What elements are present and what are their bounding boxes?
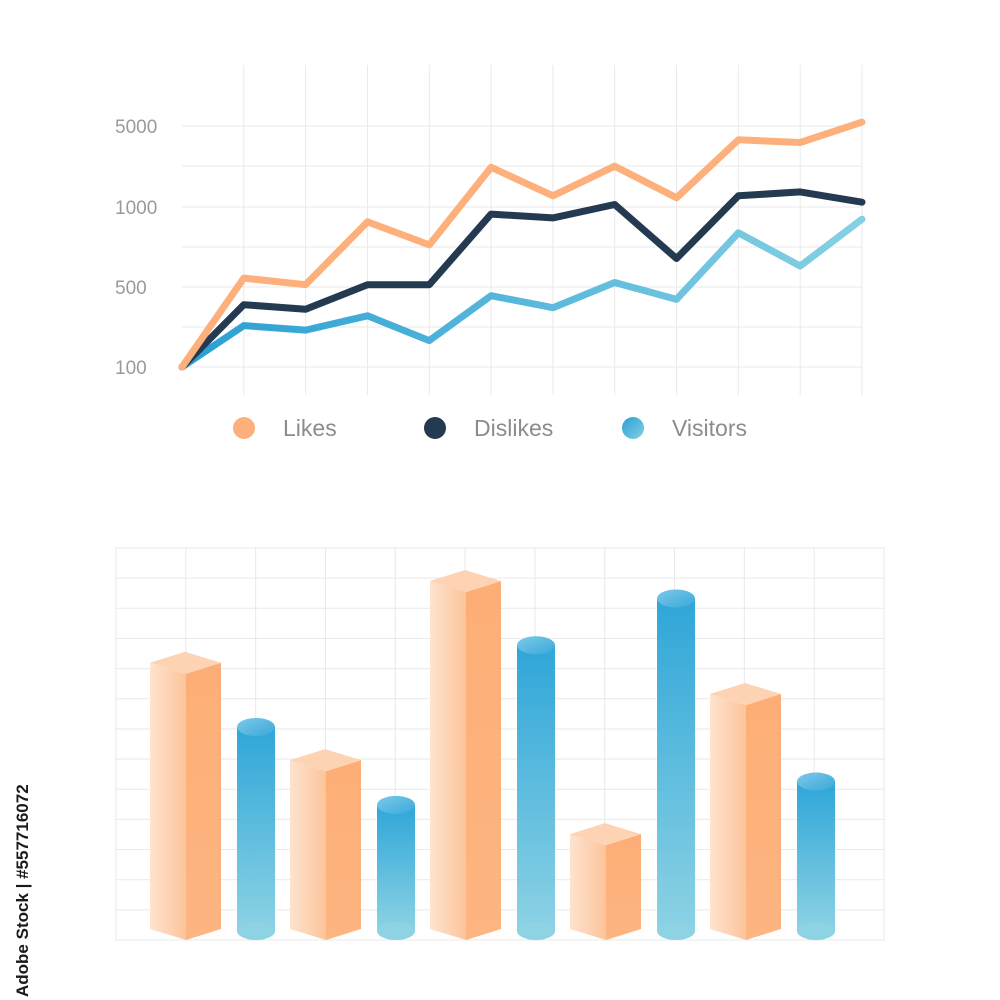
bar-cylinder-top [797, 772, 835, 791]
bar-cylinder-body [797, 781, 835, 931]
line-chart-legend: Likes Dislikes Visitors [233, 415, 747, 441]
bar-cylinder-base [517, 922, 555, 940]
bar-cylinder-top [657, 589, 695, 608]
bar-cylinder [797, 772, 835, 940]
bar-cylinder-base [797, 922, 835, 940]
legend-label-visitors: Visitors [672, 415, 747, 441]
bar-cylinder [377, 795, 415, 940]
bar-prism [150, 651, 221, 940]
legend-swatch-likes [233, 417, 255, 439]
y-tick-label: 500 [115, 278, 147, 299]
bar-prism-front [150, 662, 186, 940]
bar-prism-top [710, 682, 781, 705]
bar-cylinder-top [237, 718, 275, 736]
line-chart-y-axis: 100 500 1000 5000 [115, 117, 157, 379]
bar-cylinder-top [377, 795, 415, 814]
bar-cylinder-base [377, 922, 415, 940]
bar-cylinder-base [237, 922, 275, 940]
series-line-dislikes [178, 188, 866, 371]
legend-swatch-dislikes [424, 417, 446, 439]
bar-prism-top [290, 749, 361, 772]
bar-prism-front [570, 834, 606, 940]
bar-prism-side [186, 662, 221, 940]
y-tick-label: 1000 [115, 198, 157, 219]
bar-prism-front [290, 760, 326, 940]
bar-prism [430, 570, 501, 940]
bar-prism-front [710, 693, 746, 940]
bar-cylinder-base [657, 922, 695, 940]
bar-prism-side [746, 693, 781, 940]
bar-cylinder-body [657, 598, 695, 931]
bar-prism [710, 682, 781, 940]
legend-label-dislikes: Dislikes [474, 415, 553, 441]
watermark-text: Adobe Stock | #557716072 [13, 784, 32, 997]
legend-label-likes: Likes [283, 415, 337, 441]
bar-chart [115, 547, 885, 941]
bar-cylinder [517, 636, 555, 940]
bar-prism-side [326, 760, 361, 940]
bar-prism-top [150, 651, 221, 674]
bar-grid-frame [115, 547, 885, 941]
bar-prism [570, 823, 641, 940]
bar-cylinder-body [237, 727, 275, 931]
bar-prism-top [570, 823, 641, 846]
line-chart-grid [182, 65, 863, 395]
bar-chart-bars [150, 570, 835, 940]
series-line-likes [178, 118, 866, 371]
legend-swatch-visitors [622, 417, 644, 439]
line-chart: 100 500 1000 5000 Likes Dislikes Visitors [115, 65, 866, 441]
bar-prism [290, 749, 361, 940]
bar-prism-side [466, 581, 501, 940]
line-chart-series [178, 118, 866, 371]
bar-cylinder-body [377, 804, 415, 931]
bar-prism-side [606, 834, 641, 940]
bar-cylinder-body [517, 645, 555, 931]
bar-prism-top [430, 570, 501, 592]
bar-prism-front [430, 581, 466, 940]
bar-cylinder [237, 718, 275, 940]
series-line-visitors [178, 215, 866, 371]
y-tick-label: 5000 [115, 117, 157, 138]
bar-cylinder-top [517, 636, 555, 655]
bar-cylinder [657, 589, 695, 940]
y-tick-label: 100 [115, 358, 147, 379]
watermark: Adobe Stock | #557716072 [13, 784, 32, 997]
